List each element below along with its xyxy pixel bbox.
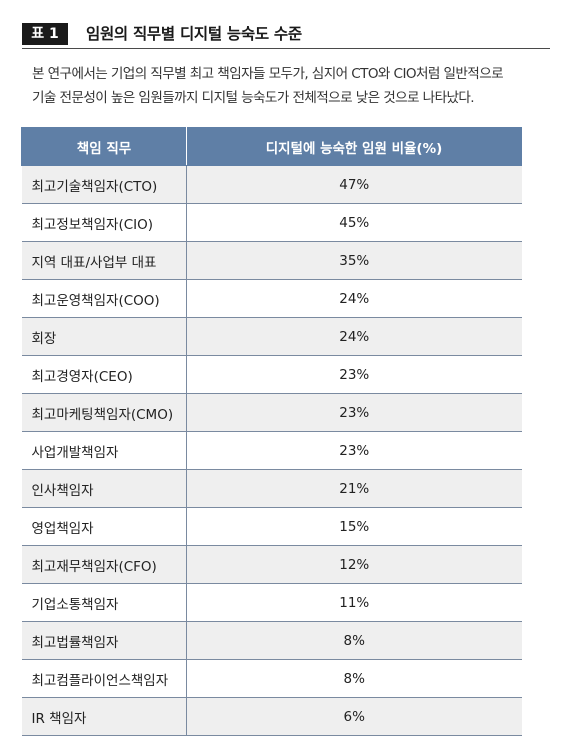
role-cell: 회장: [21, 317, 187, 356]
table-row: 최고컴플라이언스책임자 8%: [21, 659, 522, 698]
table-title-bar: 표 1 임원의 직무별 디지털 능숙도 수준: [22, 20, 550, 49]
table-row: 최고정보책임자(CIO) 45%: [21, 203, 522, 242]
role-cell: 최고재무책임자(CFO): [21, 545, 187, 584]
table-row: 기업소통책임자 11%: [21, 583, 522, 622]
table-row: 최고기술책임자(CTO) 47%: [21, 165, 522, 204]
table-header-row: 책임 직무 디지털에 능숙한 임원 비율(%): [21, 127, 522, 166]
table-number-badge: 표 1: [22, 23, 68, 45]
role-cell: 사업개발책임자: [21, 431, 187, 470]
table-row: 사업개발책임자 23%: [21, 431, 522, 470]
percentage-cell: 8%: [186, 621, 522, 660]
table-row: 최고재무책임자(CFO) 12%: [21, 545, 522, 584]
description-line: 본 연구에서는 기업의 직무별 최고 책임자들 모두가, 심지어 CTO와 CI…: [32, 66, 504, 82]
description-paragraph: 본 연구에서는 기업의 직무별 최고 책임자들 모두가, 심지어 CTO와 CI…: [32, 62, 552, 110]
percentage-cell: 45%: [186, 203, 522, 242]
table-row: 최고운영책임자(COO) 24%: [21, 279, 522, 318]
role-cell: 최고법률책임자: [21, 621, 187, 660]
header-percentage: 디지털에 능숙한 임원 비율(%): [186, 127, 522, 166]
percentage-cell: 24%: [186, 317, 522, 356]
percentage-cell: 8%: [186, 659, 522, 698]
percentage-cell: 23%: [186, 431, 522, 470]
percentage-cell: 23%: [186, 393, 522, 432]
role-cell: 최고컴플라이언스책임자: [21, 659, 187, 698]
percentage-cell: 35%: [186, 241, 522, 280]
percentage-cell: 11%: [186, 583, 522, 622]
role-cell: 기업소통책임자: [21, 583, 187, 622]
percentage-cell: 15%: [186, 507, 522, 546]
table-row: 회장 24%: [21, 317, 522, 356]
percentage-cell: 6%: [186, 697, 522, 736]
percentage-cell: 23%: [186, 355, 522, 394]
role-cell: 최고경영자(CEO): [21, 355, 187, 394]
role-cell: 인사책임자: [21, 469, 187, 508]
table-title: 임원의 직무별 디지털 능숙도 수준: [86, 25, 302, 43]
role-cell: IR 책임자: [21, 697, 187, 736]
percentage-cell: 21%: [186, 469, 522, 508]
role-cell: 지역 대표/사업부 대표: [21, 241, 187, 280]
table-row: 최고법률책임자 8%: [21, 621, 522, 660]
header-role: 책임 직무: [21, 127, 187, 166]
table-row: 최고경영자(CEO) 23%: [21, 355, 522, 394]
role-cell: 최고기술책임자(CTO): [21, 165, 187, 204]
percentage-cell: 24%: [186, 279, 522, 318]
role-cell: 최고정보책임자(CIO): [21, 203, 187, 242]
executive-digital-proficiency-table: 책임 직무 디지털에 능숙한 임원 비율(%) 최고기술책임자(CTO) 47% 최…: [21, 127, 522, 736]
table-row: IR 책임자 6%: [21, 697, 522, 736]
role-cell: 최고마케팅책임자(CMO): [21, 393, 187, 432]
table-row: 최고마케팅책임자(CMO) 23%: [21, 393, 522, 432]
description-line: 기술 전문성이 높은 임원들까지 디지털 능숙도가 전체적으로 낮은 것으로 나…: [32, 90, 475, 106]
table-row: 인사책임자 21%: [21, 469, 522, 508]
percentage-cell: 12%: [186, 545, 522, 584]
role-cell: 최고운영책임자(COO): [21, 279, 187, 318]
table-row: 지역 대표/사업부 대표 35%: [21, 241, 522, 280]
table-row: 영업책임자 15%: [21, 507, 522, 546]
role-cell: 영업책임자: [21, 507, 187, 546]
percentage-cell: 47%: [186, 165, 522, 204]
